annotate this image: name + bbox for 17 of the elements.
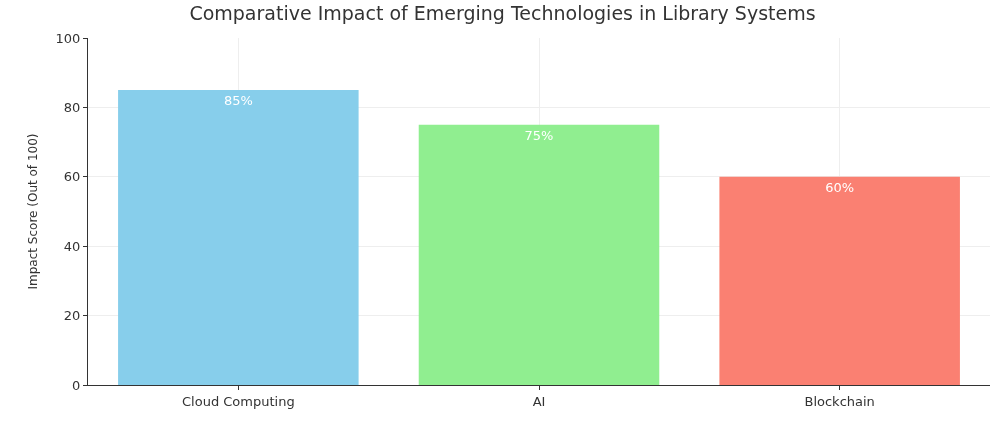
x-tick-label: Blockchain bbox=[804, 393, 875, 409]
y-tick-label: 100 bbox=[55, 30, 81, 46]
y-axis-title: Impact Score (Out of 100) bbox=[25, 133, 40, 290]
bar bbox=[118, 90, 359, 385]
data-label: 85% bbox=[223, 93, 253, 109]
y-tick-label: 0 bbox=[72, 377, 81, 393]
data-label: 60% bbox=[825, 179, 855, 195]
y-tick-label: 60 bbox=[63, 169, 81, 185]
chart-title: Comparative Impact of Emerging Technologies in Library Systems bbox=[189, 1, 816, 24]
x-tick-label: AI bbox=[532, 393, 546, 409]
data-label: 75% bbox=[524, 127, 554, 143]
y-tick-label: 20 bbox=[63, 308, 81, 324]
y-tick-label: 40 bbox=[63, 238, 81, 254]
bar bbox=[719, 176, 960, 385]
y-tick-label: 80 bbox=[63, 99, 81, 115]
x-tick-label: Cloud Computing bbox=[182, 393, 295, 409]
bar bbox=[418, 124, 660, 385]
